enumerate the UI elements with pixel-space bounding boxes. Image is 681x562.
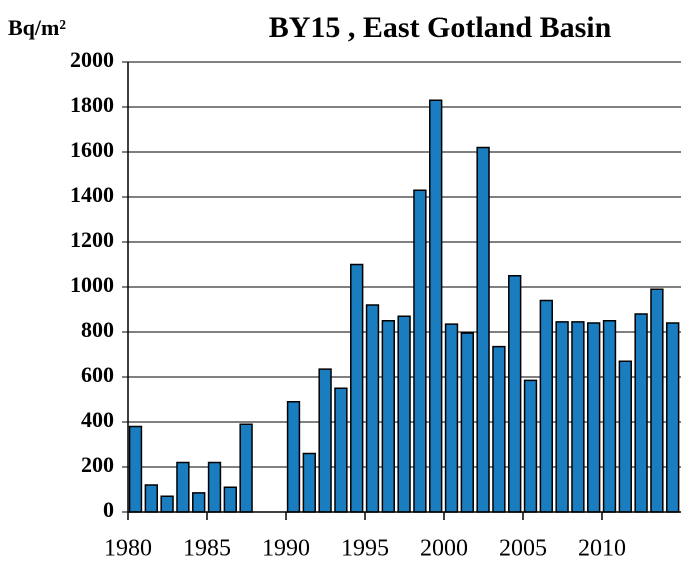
x-tick-label: 1990	[262, 536, 310, 562]
bar	[650, 288, 664, 513]
bar	[207, 461, 222, 513]
bar	[302, 452, 316, 513]
bar	[318, 368, 332, 513]
bar	[523, 379, 538, 513]
x-tick-label: 2010	[578, 536, 626, 562]
bar	[413, 189, 427, 513]
bar	[539, 299, 553, 513]
y-tick-label: 1600	[70, 137, 114, 162]
bar	[381, 320, 395, 513]
x-tick-label: 2005	[499, 536, 547, 562]
chart-title: BY15 , East Gotland Basin	[269, 11, 612, 44]
x-tick-label: 1980	[104, 536, 152, 562]
bar	[571, 321, 585, 513]
bar	[444, 323, 459, 513]
bar	[160, 495, 174, 513]
y-tick-label: 1200	[70, 227, 114, 252]
y-tick-label: 0	[103, 497, 114, 522]
bar	[192, 492, 206, 513]
bar	[429, 99, 443, 513]
y-tick-label: 600	[81, 362, 114, 387]
bar	[476, 146, 490, 513]
y-tick-label: 1400	[70, 182, 114, 207]
bar	[555, 321, 569, 513]
bar	[144, 484, 158, 513]
bar	[492, 345, 506, 513]
bar	[634, 313, 648, 513]
y-tick-label: 200	[81, 452, 114, 477]
bar	[365, 304, 380, 513]
bar	[286, 401, 301, 513]
bar	[508, 275, 522, 513]
bar	[128, 425, 143, 513]
y-tick-label: 800	[81, 317, 114, 342]
bar	[602, 320, 617, 513]
x-tick-label: 1995	[341, 536, 389, 562]
bar	[397, 315, 411, 513]
y-tick-label: 400	[81, 407, 114, 432]
bar	[666, 322, 680, 513]
bar	[334, 387, 348, 513]
y-tick-label: 2000	[70, 47, 114, 72]
bar	[350, 263, 364, 513]
bar	[239, 423, 253, 513]
bar	[176, 461, 190, 513]
y-tick-label: 1800	[70, 92, 114, 117]
bar	[223, 486, 237, 513]
bar	[587, 322, 601, 513]
y-tick-label: 1000	[70, 272, 114, 297]
bar	[460, 332, 474, 513]
y-axis-label: Bq/m²	[8, 15, 66, 40]
x-tick-label: 1985	[183, 536, 231, 562]
x-tick-label: 2000	[420, 536, 468, 562]
bar	[618, 360, 632, 513]
